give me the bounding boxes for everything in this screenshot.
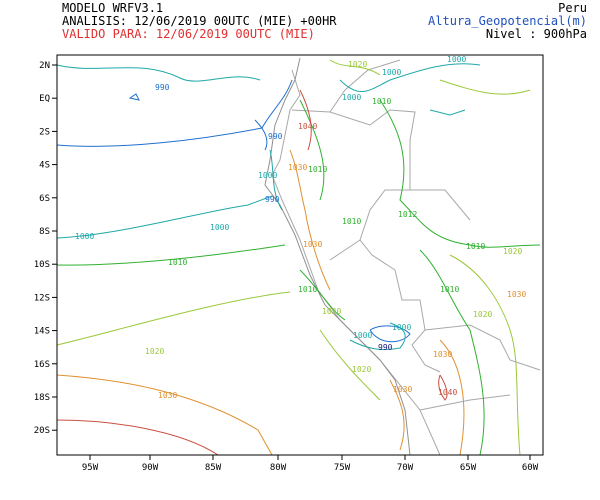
analysis-time: ANALISIS: 12/06/2019 00UTC (MIE) +00HR (62, 14, 337, 28)
coastline (264, 57, 411, 456)
contour-label: 990 (378, 343, 393, 352)
borders (271, 59, 541, 456)
contour-label: 1040 (298, 122, 317, 131)
x-tick-label: 60W (522, 463, 539, 473)
contour-label: 1010 (168, 258, 187, 267)
level: Nivel : 900hPa (486, 27, 587, 41)
contour-label: 990 (268, 132, 283, 141)
contour-label: 1020 (352, 365, 371, 374)
contour-label: 1020 (473, 310, 492, 319)
contour-label: 1010 (372, 97, 391, 106)
contour-label: 1020 (348, 60, 367, 69)
contour-label: 990 (155, 83, 170, 92)
contour-1020 (56, 59, 531, 456)
y-tick-label: EQ (39, 94, 50, 104)
contour-label: 1030 (433, 350, 452, 359)
contour-label: 1000 (210, 223, 229, 232)
x-tick-label: 65W (460, 463, 477, 473)
contour-label: 1020 (322, 307, 341, 316)
y-tick-label: 18S (34, 393, 50, 403)
x-tick-label: 70W (397, 463, 414, 473)
contour-label: 1010 (298, 285, 317, 294)
y-tick-label: 4S (39, 161, 50, 171)
contour-label: 1030 (507, 290, 526, 299)
contour-label: 1000 (447, 55, 466, 64)
variable: Altura_Geopotencial(m) (428, 14, 587, 28)
contour-1000 (56, 63, 481, 351)
y-tick-label: 8S (39, 227, 50, 237)
contour-1010 (56, 99, 541, 456)
contour-labels: 990 990 1000 990 1000 1000 1010 1020 1030 1000 102… (75, 55, 526, 400)
contour-label: 1020 (145, 347, 164, 356)
map-frame (56, 54, 544, 456)
y-tick-label: 16S (34, 360, 50, 370)
contour-label: 1030 (393, 385, 412, 394)
contour-1040 (56, 89, 448, 456)
contour-label: 1000 (353, 331, 372, 340)
contour-label: 1010 (466, 242, 485, 251)
x-tick-label: 95W (82, 463, 99, 473)
contour-label: 1020 (503, 247, 522, 256)
y-tick-label: 2S (39, 127, 50, 137)
x-tick-label: 90W (142, 463, 159, 473)
y-tick-label: 10S (34, 260, 50, 270)
contour-label: 1000 (382, 68, 401, 77)
contour-label: 1030 (158, 391, 177, 400)
valid-time: VALIDO PARA: 12/06/2019 00UTC (MIE) (62, 27, 315, 41)
contour-label: 1000 (258, 171, 277, 180)
y-tick-label: 20S (34, 426, 50, 436)
x-tick-label: 75W (334, 463, 351, 473)
y-tick-label: 2N (39, 61, 50, 71)
x-tick-label: 80W (270, 463, 287, 473)
contour-label: 1000 (342, 93, 361, 102)
region: Peru (558, 1, 587, 15)
contour-label: 1030 (288, 163, 307, 172)
contour-label: 1000 (75, 232, 94, 241)
contour-label: 1010 (440, 285, 459, 294)
contour-1030 (56, 149, 465, 456)
y-tick-label: 14S (34, 327, 50, 337)
model-name: MODELO WRFV3.1 (62, 1, 163, 15)
map-area (56, 57, 541, 456)
contour-label: 1030 (303, 240, 322, 249)
y-tick-label: 12S (34, 293, 50, 303)
axes: 95W 90W 85W 80W 75W 70W 65W 60W 2N EQ 2S 4S 6S 8S 10S 1… (34, 61, 539, 473)
x-tick-label: 85W (205, 463, 222, 473)
y-tick-label: 6S (39, 194, 50, 204)
contour-label: 1012 (398, 210, 417, 219)
contour-label: 1010 (308, 165, 327, 174)
contour-label: 1000 (392, 323, 411, 332)
contour-990 (56, 79, 411, 343)
contour-label: 990 (265, 195, 280, 204)
contour-label: 1040 (438, 388, 457, 397)
contour-label: 1010 (342, 217, 361, 226)
